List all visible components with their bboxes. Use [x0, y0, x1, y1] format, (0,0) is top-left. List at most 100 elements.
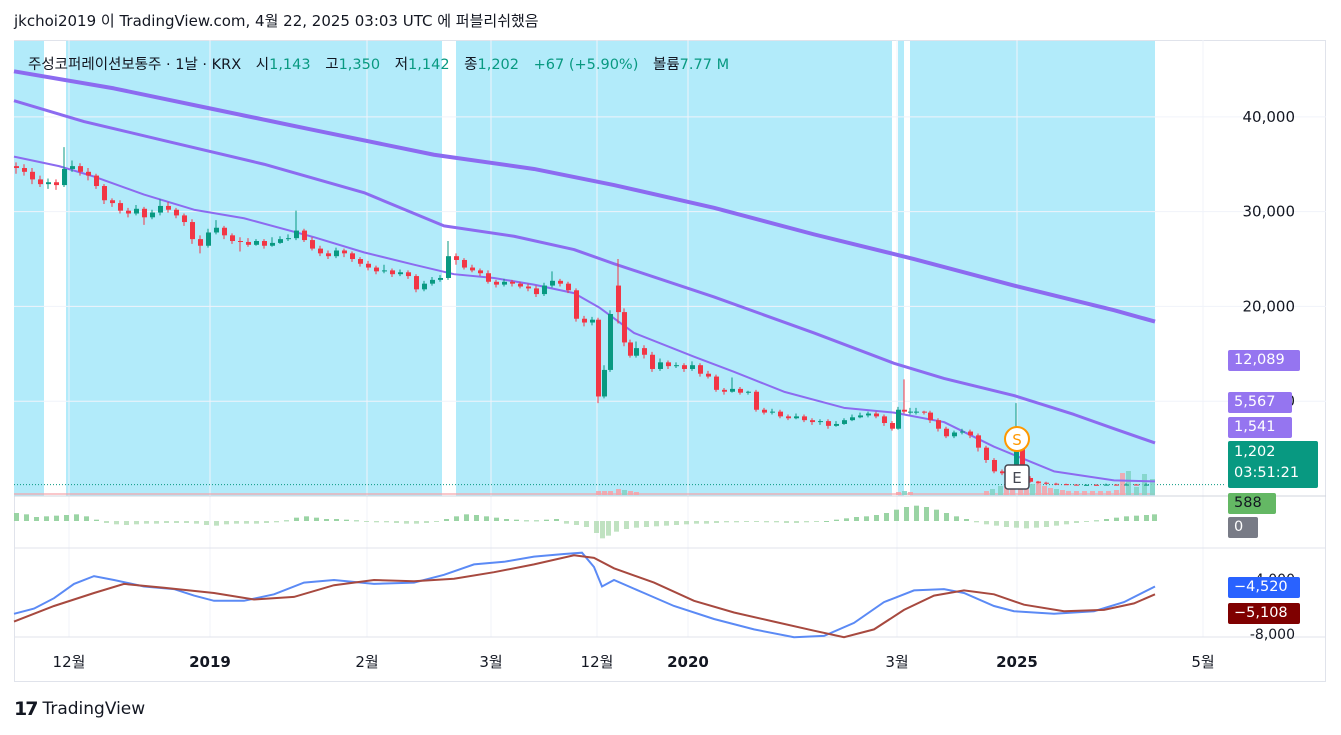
candle-body [86, 171, 91, 176]
histogram-bar [1114, 517, 1119, 521]
candle-body [890, 423, 895, 429]
histogram-bar [894, 509, 899, 521]
candle-body [1144, 484, 1149, 486]
volume-bar [628, 491, 633, 495]
volume-baseline [14, 493, 1155, 495]
volume-bar [1134, 487, 1139, 495]
histogram-bar [254, 521, 259, 524]
candle-body [278, 239, 283, 243]
candle-body [454, 256, 459, 260]
candle-body [960, 431, 965, 433]
low-value: 1,142 [408, 57, 450, 73]
candle-body [326, 253, 331, 257]
histogram-bar [724, 521, 729, 523]
candle-body [850, 417, 855, 421]
earnings-marker-label: E [1012, 469, 1021, 487]
candle-body [1000, 471, 1005, 474]
histogram-bar [424, 521, 429, 523]
split-marker-label: S [1012, 431, 1022, 449]
histogram-bar [314, 517, 319, 521]
candle-body [78, 166, 83, 172]
histogram-bar [824, 521, 829, 522]
candle-body [374, 267, 379, 272]
volume-bar [1082, 491, 1087, 495]
candle-body [502, 281, 507, 285]
volume-bar [1060, 490, 1065, 495]
histogram-bar [1074, 521, 1079, 523]
candle-body [826, 421, 831, 426]
candle-body [908, 411, 913, 413]
candle-body [936, 420, 941, 429]
time-tick-label: 2025 [996, 653, 1038, 671]
histogram-bar [354, 520, 359, 522]
tradingview-footer[interactable]: 17 TradingView [14, 698, 145, 720]
candle-body [390, 270, 395, 275]
histogram-bar [264, 521, 269, 523]
time-tick-label: 3월 [479, 653, 502, 671]
histogram-bar [1144, 515, 1149, 521]
candle-body [46, 182, 51, 185]
histogram-bar [174, 521, 179, 523]
candle-body [238, 241, 243, 243]
volume-bar [608, 491, 613, 495]
candle-body [470, 267, 475, 271]
histogram-bar [154, 521, 159, 524]
volume-bar [1074, 491, 1079, 495]
volume-bar [1018, 486, 1023, 495]
volume-bar [1114, 490, 1119, 495]
countdown-timer: 03:51:21 [1234, 465, 1300, 481]
candle-body [762, 409, 767, 413]
candle-body [722, 389, 727, 392]
histogram-bar [744, 521, 749, 522]
candle-body [22, 168, 27, 172]
price-tick-label: 20,000 [1243, 297, 1296, 315]
volume-bar [1036, 481, 1041, 495]
volume-bar [1066, 491, 1071, 495]
candle-body [738, 388, 743, 393]
candle-body [534, 288, 539, 295]
candle-body [54, 182, 59, 186]
volume-bar [1010, 485, 1015, 495]
highlight-band [66, 41, 442, 496]
histogram-bar [874, 515, 879, 521]
candle-body [446, 256, 451, 278]
candle-body [1054, 483, 1059, 485]
histogram-bar [54, 515, 59, 521]
last-price-value: 1,202 [1234, 444, 1276, 460]
histogram-bar [494, 517, 499, 521]
histogram-bar [1004, 521, 1009, 527]
histogram-bar [634, 521, 639, 528]
histogram-bar [64, 515, 69, 521]
histogram-bar [124, 521, 129, 525]
histogram-bar [404, 521, 409, 524]
histogram-bar [474, 515, 479, 521]
histogram-bar [934, 509, 939, 521]
candle-body [222, 227, 227, 236]
price-tick-label: 30,000 [1243, 203, 1296, 221]
time-tick-label: 3월 [885, 653, 908, 671]
histogram-bar [344, 519, 349, 521]
volume-bar [602, 491, 607, 495]
candle-body [1064, 484, 1069, 486]
candle-body [992, 459, 997, 472]
histogram-bar [1054, 521, 1059, 526]
candle-body [730, 388, 735, 392]
candle-body [874, 413, 879, 417]
candle-body [462, 259, 467, 268]
histogram-bar [654, 521, 659, 527]
candle-body [922, 411, 927, 413]
histogram-bar [794, 521, 799, 523]
histogram-bar [94, 519, 99, 521]
close-label: 종 [464, 57, 478, 73]
histogram-bar [834, 519, 839, 521]
candle-body [952, 432, 957, 437]
histogram-bar [224, 521, 229, 525]
signal-line [13, 554, 1156, 639]
time-tick-label: 2020 [667, 653, 709, 671]
symbol-name[interactable]: 주성코퍼레이션보통주 · 1날 · KRX [28, 57, 242, 73]
moving-average-line [13, 69, 1156, 324]
candle-body [1074, 484, 1079, 486]
candle-body [770, 411, 775, 413]
volume-bar [634, 492, 639, 495]
